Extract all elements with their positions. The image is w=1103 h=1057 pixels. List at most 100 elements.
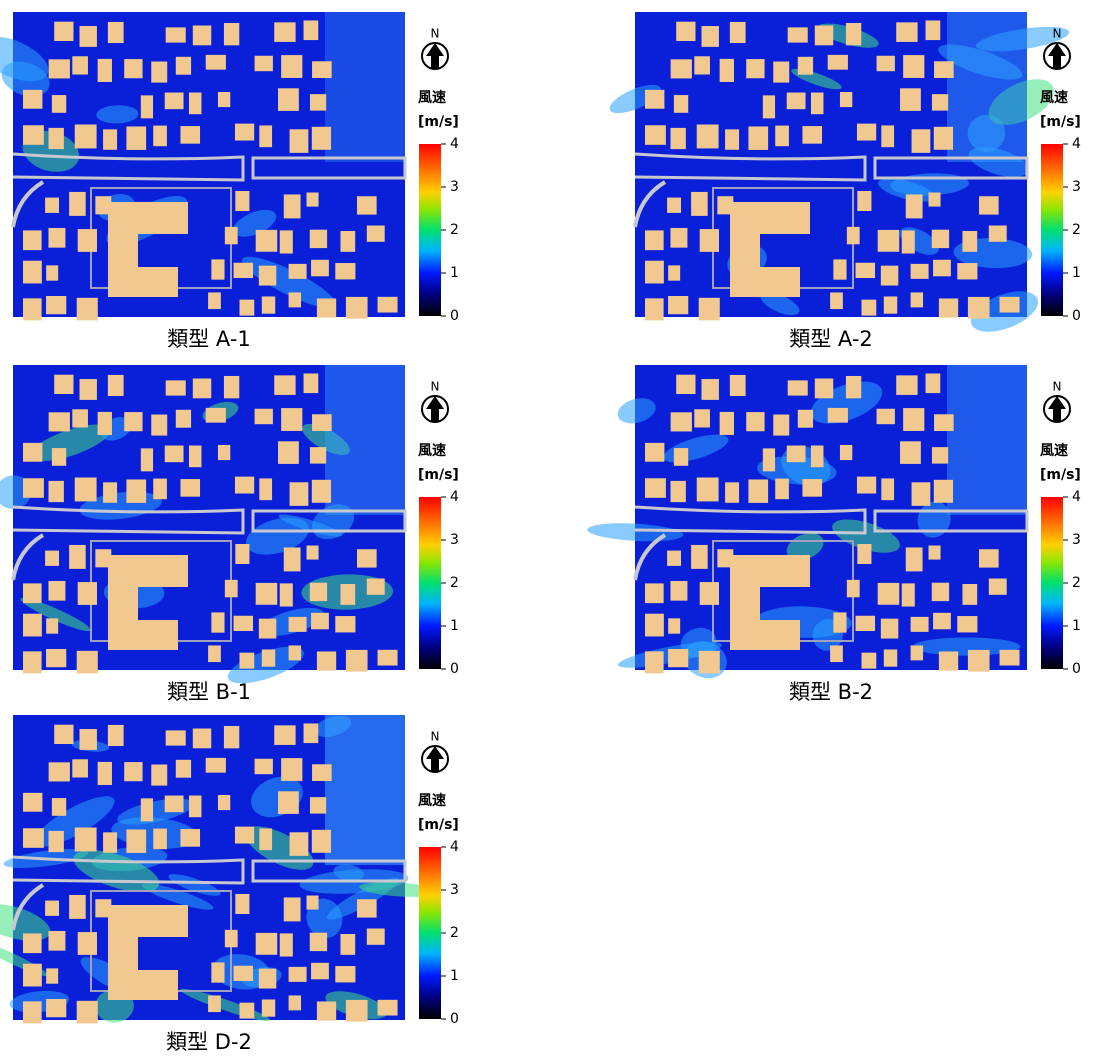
building [878,230,900,252]
colorbar [1041,144,1063,316]
building [23,964,42,987]
colorbar-tick-label: 4 [1072,489,1081,505]
building [284,897,301,921]
building [911,645,923,660]
building [911,292,923,307]
building [218,92,230,107]
building [235,477,254,494]
wind-map [0,12,405,320]
building [72,56,88,74]
building [78,932,97,955]
colorbar-tick-label: 0 [1072,661,1081,677]
building [290,832,309,856]
building [340,934,355,955]
building [671,128,686,149]
building [932,447,948,463]
building [962,584,977,605]
wind-corner [325,715,405,865]
panel: N風速[m/s]01234類型 A-1 [0,12,459,351]
building [775,126,789,147]
building [225,227,238,244]
building [311,260,329,277]
building [645,614,664,637]
building [290,482,309,506]
colorbar-tick-label: 0 [450,308,459,324]
north-label: N [1053,27,1062,41]
building [280,583,293,606]
building [235,894,249,914]
building [262,296,275,313]
building [748,479,768,502]
building [312,830,331,853]
building [957,616,977,632]
building [857,124,876,141]
building [23,90,42,109]
building [124,412,142,431]
building [49,831,64,852]
building [802,126,822,144]
building [926,20,941,40]
building [667,198,681,213]
building [773,415,789,436]
wind-map [0,365,405,691]
building [787,93,806,110]
building [208,292,221,309]
building [278,791,299,814]
building [165,796,184,813]
building [153,479,167,500]
building [847,227,860,244]
building [932,230,949,248]
building [304,20,319,40]
building [788,380,808,395]
building [310,94,326,110]
building [78,229,97,252]
panel: N風速[m/s]01234類型 B-1 [0,365,459,704]
building [310,933,327,951]
building [54,725,73,744]
building [912,482,931,506]
building [280,933,293,956]
building [815,26,833,46]
building [255,409,273,424]
building [180,126,200,144]
building [903,408,924,431]
building [49,59,70,78]
building [23,583,42,603]
building [668,296,688,314]
building [906,194,923,218]
building [23,793,42,812]
building [691,545,708,569]
building [676,375,695,394]
building [346,1000,368,1022]
building [78,582,97,605]
building [367,579,385,595]
building [911,264,929,279]
building [206,408,226,423]
building [289,967,307,982]
building [103,482,117,502]
building [645,443,664,462]
building [280,230,293,253]
building [830,292,843,309]
building [75,477,97,501]
building [281,758,302,781]
building [240,1003,255,1019]
colorbar [419,144,441,316]
building [46,265,58,280]
colorbar-tick-label: 3 [450,882,459,898]
building [699,298,720,321]
building [274,22,295,42]
building [670,581,687,601]
building [240,300,255,316]
building [847,580,860,597]
building [317,651,336,670]
panel: N風速[m/s]01234類型 A-2 [606,12,1081,351]
colorbar-tick-label: 3 [1072,179,1081,195]
legend-title: 風速 [1040,442,1068,459]
building [312,414,332,431]
building [218,445,230,460]
building [775,479,789,500]
colorbar-tick-label: 2 [450,222,459,238]
building [811,446,824,468]
building [193,729,211,749]
